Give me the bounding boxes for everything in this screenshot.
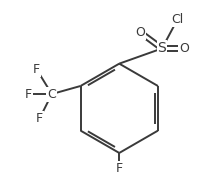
Text: F: F — [116, 162, 123, 175]
Text: O: O — [179, 42, 189, 55]
Text: Cl: Cl — [171, 13, 183, 26]
Text: S: S — [158, 41, 166, 55]
Text: O: O — [135, 26, 145, 39]
Text: C: C — [47, 88, 56, 101]
Text: F: F — [33, 63, 40, 76]
Text: F: F — [25, 88, 32, 101]
Text: F: F — [36, 112, 43, 125]
